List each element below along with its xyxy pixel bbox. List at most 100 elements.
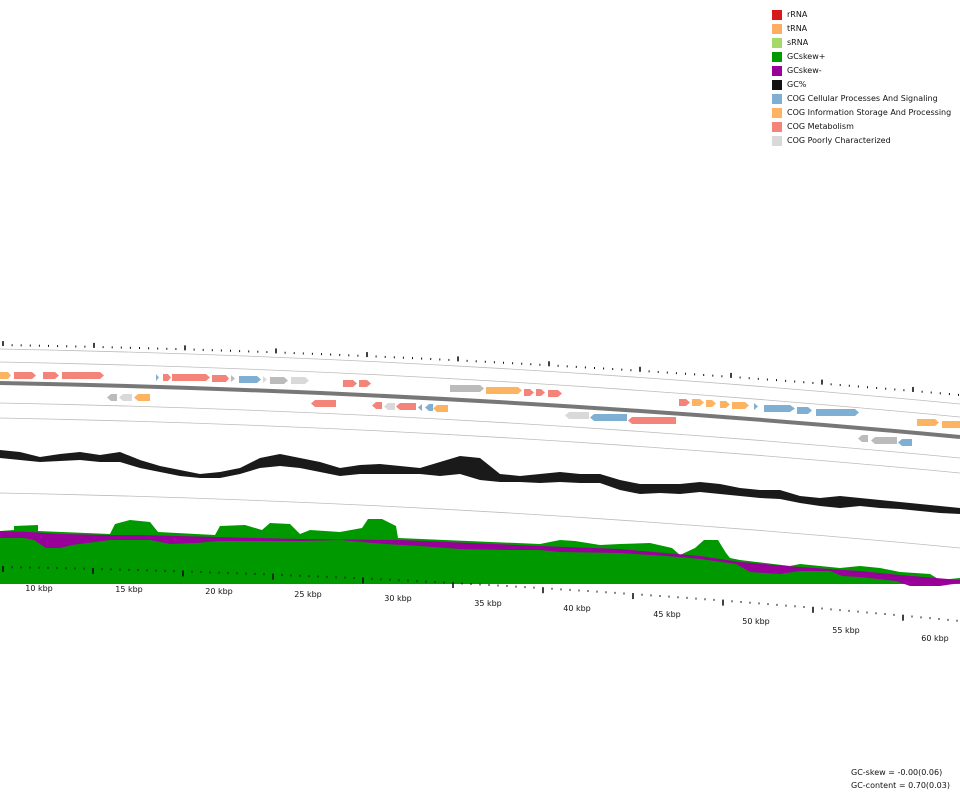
gene-arrow — [548, 390, 562, 397]
legend: rRNA tRNA sRNA GCskew+ GCskew- GC% COG Cellula… — [772, 8, 951, 148]
legend-label: COG Poorly Characterized — [787, 136, 891, 145]
legend-swatch — [772, 136, 782, 146]
gc-skew-stat: GC-skew = -0.00(0.06) — [851, 768, 943, 777]
ring-outline — [0, 417, 960, 474]
legend-item: sRNA — [772, 36, 951, 50]
gene-arrow — [270, 377, 288, 384]
legend-item: GCskew- — [772, 64, 951, 78]
gene-arrow — [163, 374, 171, 381]
legend-swatch — [772, 38, 782, 48]
gene-arrow — [871, 437, 897, 444]
legend-swatch — [772, 66, 782, 76]
gene-arrow — [343, 380, 357, 387]
gene-arrow — [917, 419, 939, 426]
gene-arrow — [134, 394, 150, 401]
legend-swatch — [772, 80, 782, 90]
legend-item: rRNA — [772, 8, 951, 22]
gene-arrow — [898, 439, 912, 446]
gene-arrow — [720, 401, 730, 408]
gene-arrow — [172, 374, 210, 381]
legend-label: sRNA — [787, 38, 809, 47]
gene-arrow — [692, 399, 704, 406]
gene-arrow — [942, 421, 960, 428]
gc-skew-positive-track — [0, 519, 960, 584]
axis-tick-label: 20 kbp — [205, 587, 233, 596]
gene-arrow — [291, 377, 309, 384]
gene-arrow — [396, 403, 416, 410]
tick-marks — [2, 341, 959, 622]
gene-arrow — [524, 389, 534, 396]
gene-arrow — [311, 400, 336, 407]
gene-arrow — [107, 394, 117, 401]
legend-item: COG Poorly Characterized — [772, 134, 951, 148]
gene-arrow — [43, 372, 59, 379]
gene-arrow — [231, 375, 235, 382]
gene-arrow — [797, 407, 812, 414]
gene-arrow — [372, 402, 382, 409]
gene-arrow — [14, 372, 36, 379]
gene-arrow — [212, 375, 229, 382]
axis-tick-label: 15 kbp — [115, 585, 143, 594]
legend-label: COG Cellular Processes And Signaling — [787, 94, 938, 103]
legend-label: GCskew- — [787, 66, 822, 75]
legend-item: GC% — [772, 78, 951, 92]
gene-arrow — [628, 417, 676, 424]
gene-arrow — [858, 435, 868, 442]
gene-arrow — [0, 372, 11, 379]
axis-tick-label: 60 kbp — [921, 634, 949, 643]
statistics: GC-skew = -0.00(0.06) GC-content = 0.70(… — [851, 766, 950, 792]
axis-tick-label: 50 kbp — [742, 617, 770, 626]
gene-arrow — [764, 405, 795, 412]
legend-swatch — [772, 122, 782, 132]
axis-tick-label: 25 kbp — [294, 590, 322, 599]
gene-arrow — [565, 412, 589, 419]
legend-item: tRNA — [772, 22, 951, 36]
gene-arrow — [816, 409, 859, 416]
axis-tick-label: 10 kbp — [25, 584, 53, 593]
legend-swatch — [772, 108, 782, 118]
gc-content-track — [0, 450, 960, 514]
gene-arrow — [536, 389, 545, 396]
gene-arrow — [62, 372, 104, 379]
legend-item: COG Information Storage And Processing — [772, 106, 951, 120]
legend-label: tRNA — [787, 24, 808, 33]
ring-outline — [0, 402, 960, 459]
axis-tick-labels: 10 kbp 15 kbp 20 kbp 25 kbp 30 kbp 35 kbp 40 k… — [25, 584, 949, 643]
gene-arrow — [706, 400, 716, 407]
legend-label: rRNA — [787, 10, 808, 19]
legend-swatch — [772, 24, 782, 34]
axis-tick-label: 55 kbp — [832, 626, 860, 635]
gene-arrow — [156, 374, 159, 381]
gene-arrow — [679, 399, 690, 406]
gene-features-reverse — [107, 394, 912, 446]
gene-arrow — [425, 404, 433, 411]
axis-tick-label: 40 kbp — [563, 604, 591, 613]
axis-tick-label: 35 kbp — [474, 599, 502, 608]
gc-content-stat: GC-content = 0.70(0.03) — [851, 781, 950, 790]
axis-tick-label: 45 kbp — [653, 610, 681, 619]
gene-arrow — [486, 387, 522, 394]
legend-label: COG Information Storage And Processing — [787, 108, 952, 117]
gc-skew-positive-mask — [0, 584, 960, 604]
ring-outline — [0, 348, 960, 405]
legend-item: COG Cellular Processes And Signaling — [772, 92, 951, 106]
ring-outline — [0, 492, 960, 549]
legend-swatch — [772, 52, 782, 62]
gene-arrow — [433, 405, 448, 412]
ring-outline — [0, 361, 960, 418]
legend-label: COG Metabolism — [787, 122, 854, 131]
gene-arrow — [450, 385, 484, 392]
gc-skew-negative-track — [0, 531, 960, 586]
legend-item: GCskew+ — [772, 50, 951, 64]
gene-arrow — [239, 376, 261, 383]
legend-label: GC% — [787, 80, 807, 89]
gene-arrow — [359, 380, 371, 387]
legend-label: GCskew+ — [787, 52, 826, 61]
axis-tick-label: 30 kbp — [384, 594, 412, 603]
gene-arrow — [754, 403, 758, 410]
gene-arrow — [119, 394, 132, 401]
gene-arrow — [732, 402, 749, 409]
genome-backbone — [0, 381, 960, 439]
gene-features-forward — [0, 372, 960, 428]
